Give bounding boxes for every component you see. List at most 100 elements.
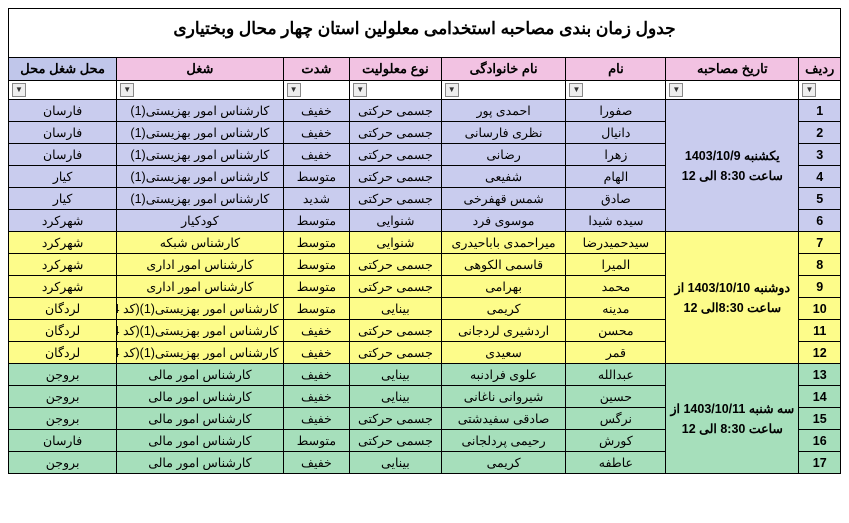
filter-icon[interactable]: ▼ [669,83,683,97]
cell-job: کارشناس امور بهزیستی(1)(کد 4) [117,298,283,320]
cell-row-number: 4 [799,166,841,188]
cell-job: کارشناس امور مالی [117,364,283,386]
cell-location: بروجن [9,452,117,474]
cell-job: کارشناس امور اداری [117,254,283,276]
cell-name: مدینه [566,298,666,320]
cell-severity: متوسط [283,210,350,232]
filter-icon[interactable]: ▼ [569,83,583,97]
cell-name: سیدحمیدرضا [566,232,666,254]
cell-family: احمدی پور [441,100,566,122]
cell-row-number: 15 [799,408,841,430]
cell-name: الهام [566,166,666,188]
cell-severity: خفیف [283,408,350,430]
cell-type: جسمی حرکتی [350,122,442,144]
cell-location: شهرکرد [9,210,117,232]
cell-row-number: 9 [799,276,841,298]
cell-date: دوشنبه 1403/10/10 از ساعت 8:30الی 12 [666,232,799,364]
header-row: ردیف تاریخ مصاحبه نام نام خانوادگی نوع م… [9,58,841,81]
cell-date: یکشنبه 1403/10/9 ساعت 8:30 الی 12 [666,100,799,232]
filter-icon[interactable]: ▼ [353,83,367,97]
cell-date: سه شنبه 1403/10/11 از ساعت 8:30 الی 12 [666,364,799,474]
filter-icon[interactable]: ▼ [445,83,459,97]
cell-family: میراحمدی باباحیدری [441,232,566,254]
cell-row-number: 13 [799,364,841,386]
cell-name: عبدالله [566,364,666,386]
cell-row-number: 6 [799,210,841,232]
hdr-name: نام [566,58,666,81]
cell-type: بینایی [350,452,442,474]
cell-job: کارشناس امور بهزیستی(1) [117,100,283,122]
cell-type: بینایی [350,364,442,386]
cell-job: کارشناس امور بهزیستی(1) [117,166,283,188]
cell-name: کورش [566,430,666,452]
cell-location: فارسان [9,430,117,452]
cell-location: فارسان [9,100,117,122]
cell-family: علوی فرادنبه [441,364,566,386]
cell-family: نظری فارسانی [441,122,566,144]
cell-family: شمس قهفرخی [441,188,566,210]
cell-family: قاسمی الکوهی [441,254,566,276]
cell-row-number: 12 [799,342,841,364]
cell-location: کیار [9,188,117,210]
filter-row: ▼ ▼ ▼ ▼ ▼ ▼ ▼ ▼ [9,81,841,100]
cell-type: جسمی حرکتی [350,100,442,122]
cell-family: سعیدی [441,342,566,364]
cell-job: کودکیار [117,210,283,232]
cell-name: المیرا [566,254,666,276]
cell-family: رحیمی پردلجانی [441,430,566,452]
cell-type: جسمی حرکتی [350,430,442,452]
cell-severity: خفیف [283,364,350,386]
cell-location: لردگان [9,298,117,320]
cell-job: کارشناس امور بهزیستی(1)(کد 4) [117,342,283,364]
hdr-date: تاریخ مصاحبه [666,58,799,81]
hdr-row: ردیف [799,58,841,81]
cell-location: شهرکرد [9,232,117,254]
cell-job: کارشناس امور مالی [117,452,283,474]
cell-type: بینایی [350,298,442,320]
cell-family: رضانی [441,144,566,166]
cell-severity: خفیف [283,320,350,342]
cell-row-number: 8 [799,254,841,276]
hdr-job: شغل [117,58,283,81]
filter-icon[interactable]: ▼ [802,83,816,97]
cell-type: جسمی حرکتی [350,188,442,210]
cell-location: بروجن [9,386,117,408]
filter-icon[interactable]: ▼ [12,83,26,97]
cell-severity: متوسط [283,430,350,452]
hdr-type: نوع معلولیت [350,58,442,81]
cell-row-number: 1 [799,100,841,122]
cell-type: جسمی حرکتی [350,166,442,188]
cell-row-number: 5 [799,188,841,210]
cell-severity: متوسط [283,254,350,276]
cell-family: بهرامی [441,276,566,298]
cell-location: لردگان [9,320,117,342]
cell-name: نرگس [566,408,666,430]
cell-type: جسمی حرکتی [350,276,442,298]
cell-job: کارشناس امور بهزیستی(1) [117,144,283,166]
cell-job: کارشناس امور بهزیستی(1) [117,188,283,210]
filter-icon[interactable]: ▼ [120,83,134,97]
filter-icon[interactable]: ▼ [287,83,301,97]
page-title: جدول زمان بندی مصاحبه استخدامی معلولین ا… [8,8,841,57]
cell-type: جسمی حرکتی [350,254,442,276]
hdr-family: نام خانوادگی [441,58,566,81]
cell-severity: متوسط [283,276,350,298]
cell-row-number: 14 [799,386,841,408]
cell-name: محمد [566,276,666,298]
cell-job: کارشناس امور مالی [117,408,283,430]
table-row: 7دوشنبه 1403/10/10 از ساعت 8:30الی 12سید… [9,232,841,254]
cell-type: بینایی [350,386,442,408]
cell-name: صادق [566,188,666,210]
cell-type: شنوایی [350,210,442,232]
cell-severity: خفیف [283,100,350,122]
cell-location: فارسان [9,122,117,144]
cell-row-number: 11 [799,320,841,342]
cell-location: شهرکرد [9,276,117,298]
cell-family: اردشیری لردجانی [441,320,566,342]
cell-name: زهرا [566,144,666,166]
cell-row-number: 7 [799,232,841,254]
cell-location: کیار [9,166,117,188]
cell-job: کارشناس امور بهزیستی(1) [117,122,283,144]
cell-family: صادقی سفیدشتی [441,408,566,430]
cell-row-number: 16 [799,430,841,452]
